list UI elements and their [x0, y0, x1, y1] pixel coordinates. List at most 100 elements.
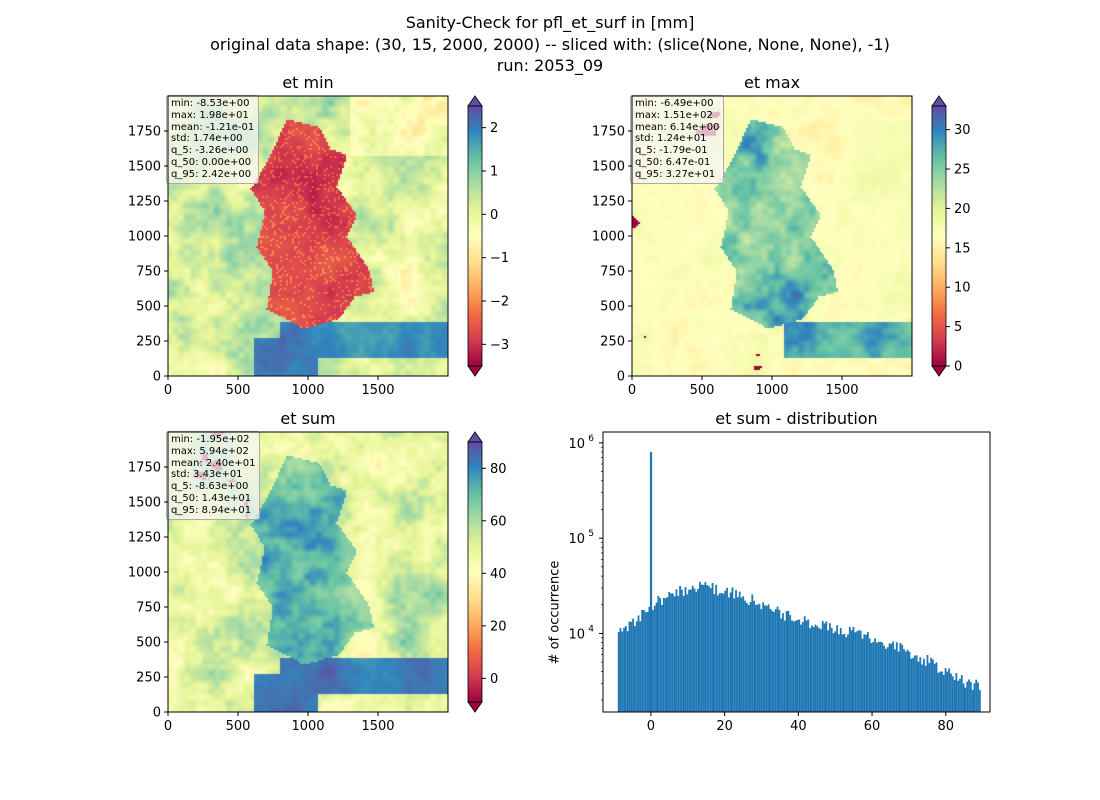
histogram-bar [857, 630, 860, 712]
histogram-bar [897, 651, 900, 712]
y-tick-label: 500 [136, 300, 161, 315]
histogram-bar [924, 665, 927, 712]
histogram-bar [917, 661, 920, 712]
histogram-bar [941, 671, 943, 712]
colorbar-tick-label: 60 [490, 514, 507, 529]
y-tick-label: 1500 [128, 160, 161, 175]
stat-q95: q_95: 2.42e+00 [171, 168, 252, 180]
histogram-bar [921, 664, 923, 712]
histogram-bar [930, 657, 932, 712]
histogram-bar [944, 668, 947, 712]
histogram-bar [708, 586, 710, 712]
histogram-bar [847, 634, 849, 712]
histogram-bar [639, 621, 642, 712]
histogram-bar [641, 609, 644, 712]
histogram-bar [950, 673, 952, 712]
histogram-bar [689, 589, 692, 712]
histogram-bar [845, 637, 848, 712]
histogram-bar [971, 689, 974, 712]
stat-std: std: 3.43e+01 [171, 469, 243, 481]
colorbar-tick-label: 2 [490, 121, 498, 136]
panel-title-et-min: et min [282, 73, 334, 92]
histogram-bar [975, 679, 978, 712]
histogram-bar [787, 611, 790, 712]
histogram-bar [754, 604, 757, 712]
histogram-bar [682, 595, 685, 712]
histogram-bar [904, 651, 907, 712]
x-tick-label: 0 [628, 383, 636, 398]
histogram-bar [919, 657, 922, 712]
colorbar-tick-label: 20 [954, 202, 971, 217]
histogram-bar [816, 626, 819, 712]
histogram-bar [661, 604, 663, 712]
y-tick-label: 0 [153, 706, 161, 721]
histogram-bar [617, 632, 620, 712]
stat-min: min: -6.49e+00 [635, 98, 714, 109]
histogram-bar [671, 593, 674, 712]
histogram-bar [644, 612, 647, 712]
y-tick-label: 0 [617, 370, 625, 385]
histogram-bar [841, 634, 844, 712]
colorbar-extend-min [467, 701, 483, 713]
y-tick-exponent: 4 [588, 624, 594, 634]
histogram-bar [852, 626, 855, 712]
histogram-bar [881, 642, 884, 712]
y-tick-label: 250 [136, 335, 161, 350]
y-tick-label: 750 [600, 265, 625, 280]
histogram-bar [720, 592, 723, 712]
histogram-bar [827, 630, 830, 712]
histogram-bar [735, 590, 737, 712]
stat-q95: q_95: 8.94e+01 [171, 504, 252, 516]
y-tick-label: 1750 [592, 125, 625, 140]
colorbar-tick-label: 40 [490, 567, 507, 582]
figure-title-line-2: original data shape: (30, 15, 2000, 2000… [210, 35, 890, 54]
histogram-bar [697, 588, 700, 712]
histogram-bar [823, 623, 826, 712]
histogram-bar [906, 649, 909, 712]
colorbar-tick-label: 25 [954, 163, 971, 178]
histogram-bar [729, 592, 732, 712]
stat-q5: q_5: -8.63e+00 [171, 481, 249, 493]
y-tick-label: 0 [153, 370, 161, 385]
histogram-bar [901, 644, 904, 712]
x-tick-label: 60 [864, 719, 881, 734]
histogram-bar [688, 589, 690, 712]
panel-title-distribution: et sum - distribution [715, 409, 878, 428]
histogram-bar [762, 602, 765, 712]
x-tick-label: 1500 [825, 383, 858, 398]
x-tick-label: 1500 [361, 719, 394, 734]
x-tick-label: 1000 [755, 383, 788, 398]
histogram-bar [724, 590, 727, 712]
colorbar-tick-label: 30 [954, 123, 971, 138]
histogram-bar [931, 659, 934, 712]
y-tick-label: 250 [600, 335, 625, 350]
histogram-bar [810, 625, 813, 712]
histogram-bar [633, 626, 636, 712]
histogram-bar [948, 668, 951, 712]
figure-title-line-3: run: 2053_09 [496, 56, 604, 75]
histogram-bar [874, 638, 877, 712]
histogram-bar [865, 634, 867, 712]
histogram-bar [632, 618, 634, 712]
histogram-bar [791, 620, 793, 712]
histogram-bar [883, 645, 886, 712]
y-tick-label: 500 [600, 300, 625, 315]
y-tick-label: 10 [568, 532, 585, 547]
histogram-bar [653, 605, 656, 712]
stat-q5: q_5: -1.79e-01 [635, 145, 708, 157]
et-min-colorbar [468, 106, 482, 366]
histogram-bar [764, 605, 766, 712]
histogram-bar [695, 591, 698, 712]
histogram-bar [771, 610, 774, 712]
histogram-bar [877, 641, 880, 712]
histogram-bar [691, 585, 694, 712]
histogram-bar [765, 605, 768, 712]
histogram-bar [836, 625, 839, 712]
histogram-bar [668, 591, 671, 712]
histogram-bar [767, 604, 770, 712]
y-tick-exponent: 5 [588, 529, 594, 539]
stat-max: max: 1.51e+02 [635, 109, 713, 121]
histogram-bar [756, 604, 759, 712]
histogram-bar [659, 598, 662, 712]
colorbar-tick-label: 0 [490, 208, 498, 223]
